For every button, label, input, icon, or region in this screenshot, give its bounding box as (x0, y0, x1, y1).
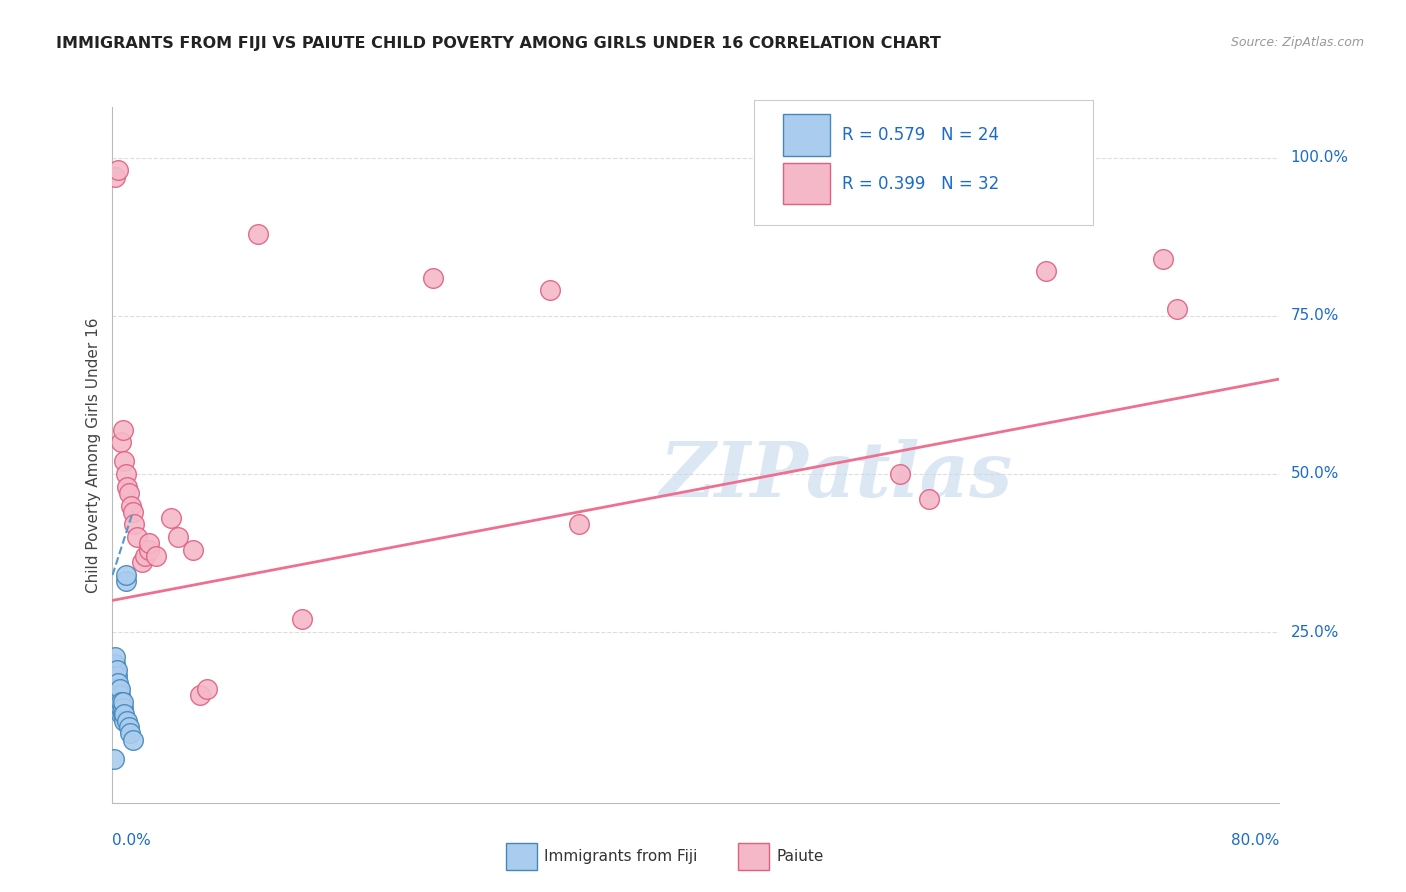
Point (120, 499, 142, 513)
Point (111, 701, 134, 715)
Text: Paiute: Paiute (776, 849, 824, 863)
Text: 80.0%: 80.0% (1232, 833, 1279, 848)
Point (108, 695, 131, 709)
Point (108, 681, 131, 696)
Point (181, 542, 204, 557)
Point (105, 669, 128, 683)
Text: 75.0%: 75.0% (1291, 309, 1339, 323)
Point (118, 726, 141, 740)
Text: 0.0%: 0.0% (112, 833, 152, 848)
Point (105, 663, 128, 677)
Y-axis label: Child Poverty Among Girls Under 16: Child Poverty Among Girls Under 16 (86, 318, 101, 592)
Point (122, 505, 145, 519)
Text: Immigrants from Fiji: Immigrants from Fiji (544, 849, 697, 863)
Point (114, 568, 136, 582)
Point (127, 530, 149, 544)
Point (1035, 264, 1057, 278)
Point (188, 688, 211, 702)
Text: R = 0.399   N = 32: R = 0.399 N = 32 (842, 175, 1000, 193)
Point (422, 270, 444, 285)
Point (104, 650, 127, 665)
Text: 50.0%: 50.0% (1291, 467, 1339, 482)
Point (110, 701, 132, 715)
Point (167, 530, 190, 544)
Point (1166, 302, 1188, 317)
Point (110, 695, 132, 709)
Point (145, 549, 167, 563)
Point (538, 284, 561, 298)
Point (114, 574, 136, 589)
Point (103, 751, 125, 765)
Text: Source: ZipAtlas.com: Source: ZipAtlas.com (1230, 36, 1364, 49)
Point (1152, 252, 1174, 266)
Point (124, 517, 146, 532)
Point (889, 467, 911, 481)
Point (115, 479, 138, 493)
Point (918, 492, 941, 507)
FancyBboxPatch shape (783, 162, 830, 204)
Point (138, 542, 160, 557)
Text: 100.0%: 100.0% (1291, 150, 1348, 165)
Point (195, 681, 218, 696)
FancyBboxPatch shape (755, 100, 1092, 226)
Point (112, 714, 135, 728)
Point (117, 720, 139, 734)
Point (138, 536, 160, 550)
Point (134, 549, 156, 563)
Point (117, 486, 139, 500)
Text: R = 0.579   N = 24: R = 0.579 N = 24 (842, 126, 998, 144)
Point (160, 511, 183, 525)
Point (108, 688, 131, 702)
Point (110, 435, 132, 450)
Point (115, 714, 138, 728)
Point (114, 467, 136, 481)
Point (111, 707, 134, 722)
Point (107, 681, 129, 696)
Point (111, 695, 134, 709)
Point (104, 169, 127, 184)
Point (131, 556, 153, 570)
Point (568, 517, 591, 532)
Point (291, 612, 314, 626)
Text: ZIPatlas: ZIPatlas (659, 439, 1012, 513)
Point (104, 657, 127, 671)
Point (107, 675, 129, 690)
FancyBboxPatch shape (783, 114, 830, 156)
Point (122, 732, 145, 747)
Text: 25.0%: 25.0% (1291, 624, 1339, 640)
Point (111, 423, 134, 437)
Point (112, 454, 135, 468)
Text: IMMIGRANTS FROM FIJI VS PAIUTE CHILD POVERTY AMONG GIRLS UNDER 16 CORRELATION CH: IMMIGRANTS FROM FIJI VS PAIUTE CHILD POV… (56, 36, 941, 51)
Point (107, 163, 129, 178)
Point (247, 227, 270, 241)
Point (112, 707, 135, 722)
Point (110, 707, 132, 722)
